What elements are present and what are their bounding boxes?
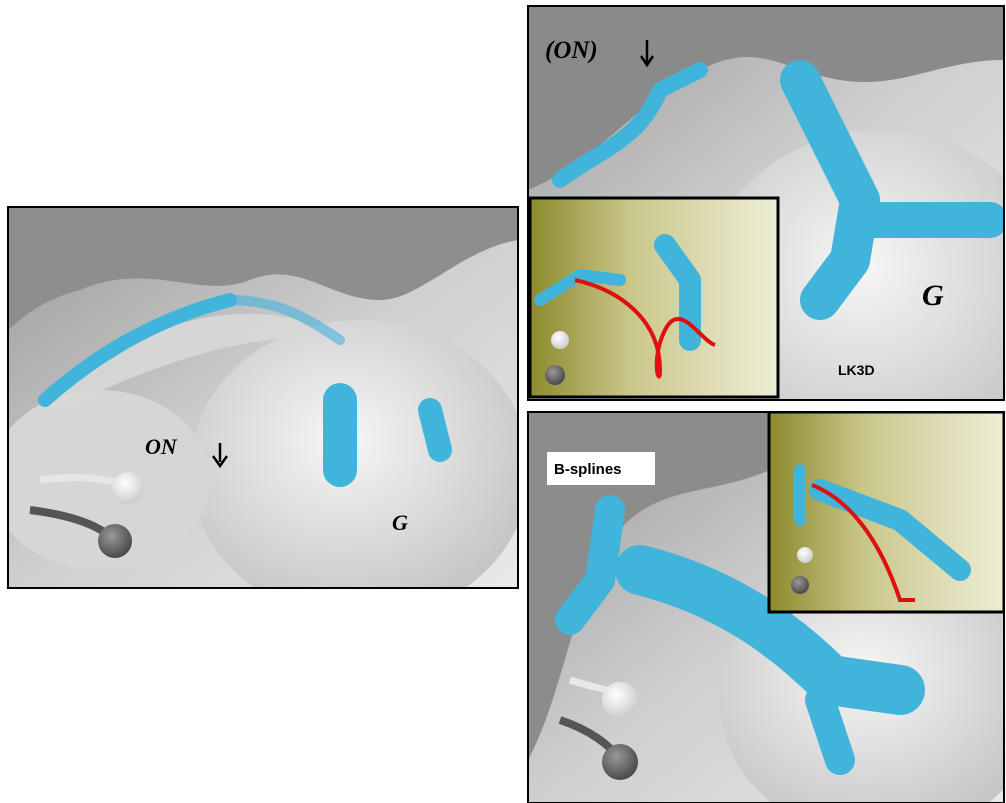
nerve-label: ON bbox=[145, 434, 178, 459]
left-panel: ON G bbox=[8, 207, 518, 588]
method-label: B-splines bbox=[554, 461, 622, 478]
panel-frame bbox=[527, 5, 1005, 401]
label-box bbox=[547, 452, 655, 485]
bottom-right-panel: B-splines bbox=[528, 412, 1004, 803]
ganglion-label: G bbox=[392, 510, 408, 535]
panel-frame bbox=[527, 411, 1005, 803]
method-label: LK3D bbox=[838, 362, 875, 378]
panel-frame bbox=[7, 206, 519, 589]
top-right-panel: (ON) G LK3D bbox=[528, 6, 1004, 400]
ganglion-label: G bbox=[922, 279, 944, 312]
nerve-label: (ON) bbox=[545, 37, 598, 64]
